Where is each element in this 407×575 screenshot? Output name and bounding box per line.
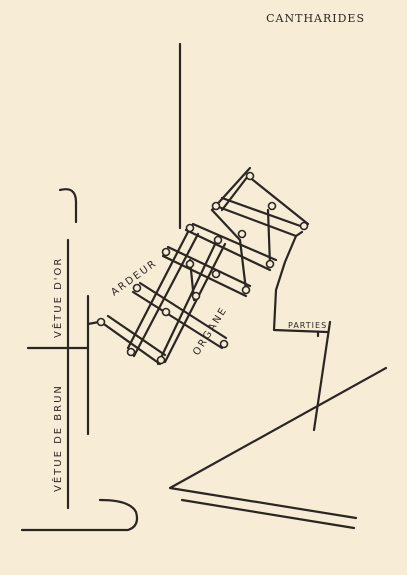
triangle-underline [180,498,356,530]
parties-label: PARTIES [288,321,327,330]
bottom-curve [20,498,139,532]
triangle-shape [168,366,388,520]
right-pointer [272,230,329,334]
scissor-rivets [96,171,309,365]
hook-curve [58,188,78,224]
right-descender [312,320,332,432]
vetue-brun-label: VÊTUE DE BRUN [51,384,64,492]
vetue-or-label: VÊTUE D'OR [51,257,64,338]
page-title: CANTHARIDES [266,12,365,25]
